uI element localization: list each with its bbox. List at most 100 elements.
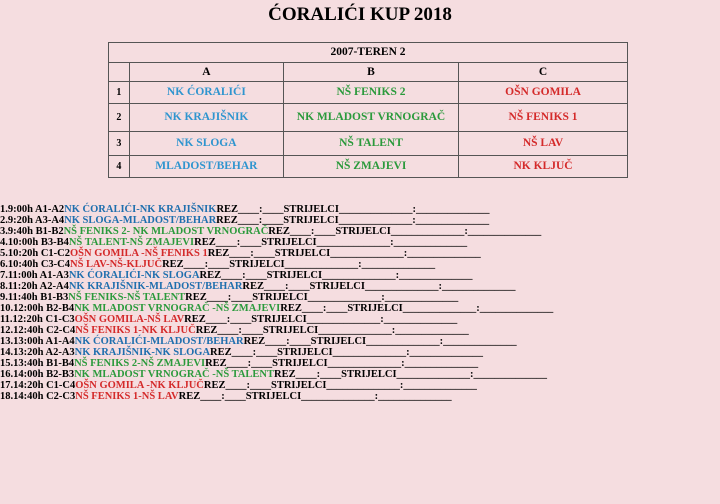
caption-row: 2007-TEREN 2 <box>108 42 628 63</box>
match-teams: NK ĆORALIĆI-MLADOST/BEHAR <box>74 336 244 347</box>
match-number: 5. <box>0 248 8 259</box>
match-teams: NŠ FENIKS 2- NK MLADOST VRNOGRAČ <box>63 226 269 237</box>
result-blank: REZ____:____ <box>194 237 262 248</box>
team-cell: NŠ ZMAJEVI <box>282 155 460 178</box>
team-cell: NK KLJUČ <box>458 155 628 178</box>
result-blank: REZ____:____ <box>195 325 263 336</box>
match-row: 10.12:00h B2-B4NK MLADOST VRNOGRAČ -NŠ Z… <box>0 303 720 314</box>
result-blank: REZ____:____ <box>274 369 342 380</box>
match-time: 10:40h C3-C4 <box>7 259 70 270</box>
match-teams: NŠ FENIKS 1-NŠ LAV <box>75 391 179 402</box>
scorers-blank: STRIJELCI______________:______________ <box>266 270 473 281</box>
match-time: 10:20h C1-C2 <box>7 248 70 259</box>
match-number: 11. <box>0 314 13 325</box>
scorers-blank: STRIJELCI______________:______________ <box>341 369 548 380</box>
match-row: 13.13:00h A1-A4NK ĆORALIĆI-MLADOST/BEHAR… <box>0 336 720 347</box>
match-number: 6. <box>0 259 8 270</box>
result-blank: REZ____:____ <box>178 391 246 402</box>
team-cell: NK MLADOST VRNOGRAČ <box>282 103 460 132</box>
team-cell: OŠN GOMILA <box>458 81 628 104</box>
team-cell: NŠ FENIKS 1 <box>458 103 628 132</box>
match-row: 3.9:40h B1-B2NŠ FENIKS 2- NK MLADOST VRN… <box>0 226 720 237</box>
match-row: 12.12:40h C2-C4NŠ FENIKS 1-NK KLJUČREZ__… <box>0 325 720 336</box>
result-blank: REZ____:____ <box>280 303 348 314</box>
match-teams: NŠ TALENT-NŠ ZMAJEVI <box>68 237 195 248</box>
group-row: 3 NK SLOGA NŠ TALENT NŠ LAV <box>108 131 628 156</box>
match-row: 14.13:20h A2-A3NK KRAJIŠNIK-NK SLOGAREZ_… <box>0 347 720 358</box>
scorers-blank: STRIJELCI______________:______________ <box>270 380 477 391</box>
result-blank: REZ____:____ <box>242 281 310 292</box>
scorers-blank: STRIJELCI______________:______________ <box>262 325 469 336</box>
match-time: 13:00h A1-A4 <box>13 336 75 347</box>
corner <box>108 62 130 82</box>
match-teams: NK ĆORALIĆI-NK SLOGA <box>68 270 200 281</box>
match-teams: NK MLADOST VRNOGRAČ -NŠ TALENT <box>74 369 275 380</box>
group-row: 1 NK ĆORALIĆI NŠ FENIKS 2 OŠN GOMILA <box>108 81 628 104</box>
match-time: 14:40h C2-C3 <box>13 391 76 402</box>
result-blank: REZ____:____ <box>210 347 278 358</box>
match-time: 14:20h C1-C4 <box>13 380 76 391</box>
row-number: 2 <box>108 103 130 132</box>
scorers-blank: STRIJELCI______________:______________ <box>274 248 481 259</box>
group-table: 2007-TEREN 2 A B C 1 NK ĆORALIĆI NŠ FENIKS 2 OŠ… <box>108 42 628 178</box>
match-row: 15.13:40h B1-B4NŠ FENIKS 2-NŠ ZMAJEVIREZ… <box>0 358 720 369</box>
team-cell: NŠ LAV <box>458 131 628 156</box>
title: ĆORALIĆI KUP 2018 <box>268 4 452 25</box>
result-blank: REZ____:____ <box>185 292 253 303</box>
match-teams: NŠ LAV-NŠ-KLJUČ <box>70 259 163 270</box>
scorers-blank: STRIJELCI______________:______________ <box>347 303 554 314</box>
match-row: 11.12:20h C1-C3OŠN GOMILA-NŠ LAVREZ____:… <box>0 314 720 325</box>
match-row: 1.9:00h A1-A2NK ĆORALIĆI-NK KRAJIŠNIKREZ… <box>0 204 720 215</box>
match-teams: OŠN GOMILA-NŠ LAV <box>74 314 185 325</box>
group-row: 2 NK KRAJIŠNIK NK MLADOST VRNOGRAČ NŠ FENIK… <box>108 103 628 132</box>
match-number: 7. <box>0 270 8 281</box>
result-blank: REZ____:____ <box>162 259 230 270</box>
match-teams: NK KRAJIŠNIK-NK SLOGA <box>74 347 211 358</box>
match-teams: NK SLOGA-MLADOST/BEHAR <box>64 215 217 226</box>
match-number: 1. <box>0 204 8 215</box>
match-time: 13:20h A2-A3 <box>13 347 75 358</box>
column-header: C <box>458 62 628 82</box>
match-teams: NŠ FENIKS-NŠ TALENT <box>68 292 186 303</box>
match-time: 12:00h B2-B4 <box>13 303 75 314</box>
match-number: 17. <box>0 380 14 391</box>
scorers-blank: STRIJELCI______________:______________ <box>335 226 542 237</box>
group-row: 4 MLADOST/BEHAR NŠ ZMAJEVI NK KLJUČ <box>108 155 628 178</box>
scorers-blank: STRIJELCI______________:______________ <box>310 336 517 347</box>
match-time: 9:00h A1-A2 <box>7 204 65 215</box>
match-number: 8. <box>0 281 8 292</box>
result-blank: REZ____:____ <box>216 204 284 215</box>
match-row: 4.10:00h B3-B4NŠ TALENT-NŠ ZMAJEVIREZ___… <box>0 237 720 248</box>
match-time: 10:00h B3-B4 <box>7 237 69 248</box>
match-row: 17.14:20h C1-C4OŠN GOMILA -NK KLJUČREZ__… <box>0 380 720 391</box>
match-teams: OŠN GOMILA -NK KLJUČ <box>75 380 204 391</box>
result-blank: REZ____:____ <box>243 336 311 347</box>
match-number: 10. <box>0 303 14 314</box>
match-row: 5.10:20h C1-C2OŠN GOMILA -NŠ FENIKS 1REZ… <box>0 248 720 259</box>
match-time: 11:00h A1-A3 <box>7 270 69 281</box>
result-blank: REZ____:____ <box>205 358 273 369</box>
scorers-blank: STRIJELCI______________:______________ <box>245 391 452 402</box>
column-header: A <box>128 62 284 82</box>
team-cell: NŠ TALENT <box>282 131 460 156</box>
match-row: 18.14:40h C2-C3NŠ FENIKS 1-NŠ LAVREZ____… <box>0 391 720 402</box>
match-time: 12:20h C1-C3 <box>12 314 75 325</box>
scorers-blank: STRIJELCI______________:______________ <box>283 204 490 215</box>
match-teams: NŠ FENIKS 2-NŠ ZMAJEVI <box>74 358 206 369</box>
scorers-blank: STRIJELCI______________:______________ <box>261 237 468 248</box>
match-row: 16.14:00h B2-B3NK MLADOST VRNOGRAČ -NŠ T… <box>0 369 720 380</box>
match-number: 15. <box>0 358 14 369</box>
match-number: 18. <box>0 391 14 402</box>
match-row: 6.10:40h C3-C4NŠ LAV-NŠ-KLJUČREZ____:___… <box>0 259 720 270</box>
scorers-blank: STRIJELCI______________:______________ <box>251 314 458 325</box>
match-row: 8.11:20h A2-A4NK KRAJIŠNIK-MLADOST/BEHAR… <box>0 281 720 292</box>
scorers-blank: STRIJELCI______________:______________ <box>283 215 490 226</box>
result-blank: REZ____:____ <box>268 226 336 237</box>
scorers-blank: STRIJELCI______________:______________ <box>252 292 459 303</box>
match-number: 16. <box>0 369 14 380</box>
match-teams: NK MLADOST VRNOGRAČ -NŠ ZMAJEVI <box>74 303 281 314</box>
result-blank: REZ____:____ <box>207 248 275 259</box>
match-number: 4. <box>0 237 8 248</box>
match-list: 1.9:00h A1-A2NK ĆORALIĆI-NK KRAJIŠNIKREZ… <box>0 204 720 402</box>
